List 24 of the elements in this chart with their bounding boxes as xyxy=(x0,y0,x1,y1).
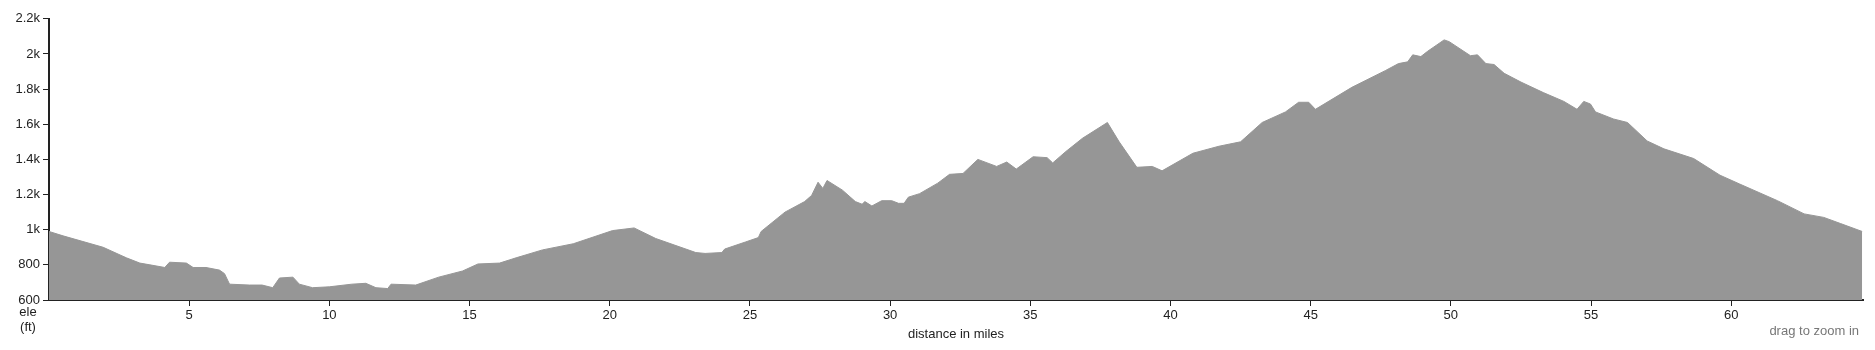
x-tick-label: 45 xyxy=(1303,307,1318,323)
x-tick-label: 50 xyxy=(1443,307,1459,323)
x-tick-label: 25 xyxy=(742,307,758,323)
y-tick-label: 1.4k xyxy=(15,150,41,166)
x-tick-label: 20 xyxy=(602,307,617,323)
y-tick-label: 1.2k xyxy=(15,186,41,202)
text: drag to zoom in xyxy=(1769,323,1859,339)
x-tick-label: 55 xyxy=(1583,307,1599,323)
y-tick-label: 800 xyxy=(18,256,40,272)
y-tick-label: 2.2k xyxy=(15,10,41,26)
x-tick-label: 35 xyxy=(1023,307,1038,323)
y-axis-title: ele (ft) xyxy=(18,304,38,334)
y-tick-label: 1k xyxy=(26,221,41,237)
x-tick-label: 40 xyxy=(1163,307,1178,323)
y-tick-label: 2k xyxy=(26,45,41,61)
y-tick-label: 1.6k xyxy=(15,115,41,131)
x-tick-label: 15 xyxy=(462,307,477,323)
y-tick-label: 600 xyxy=(18,291,40,307)
x-tick-label: 5 xyxy=(185,307,193,323)
x-axis-title: distance in miles xyxy=(907,325,1005,341)
y-tick-label: 1.8k xyxy=(15,80,41,96)
x-tick-label: 60 xyxy=(1723,307,1739,323)
x-tick-label: 10 xyxy=(322,307,337,323)
x-tick-label: 30 xyxy=(882,307,898,323)
